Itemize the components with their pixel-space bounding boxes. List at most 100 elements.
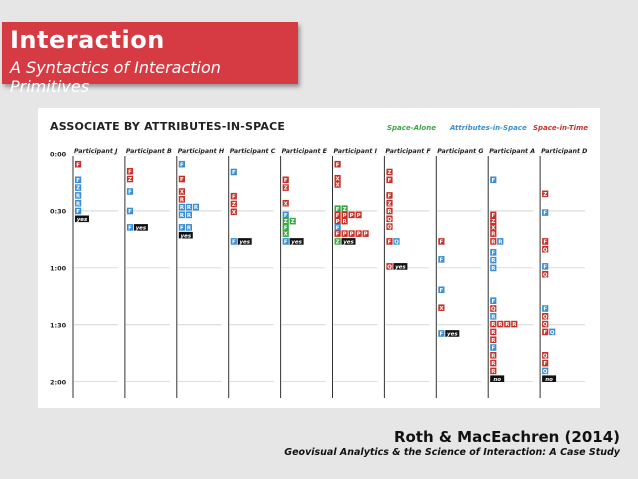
event-mark [542, 305, 549, 312]
event-mark [230, 168, 237, 176]
event-label: X [232, 210, 237, 216]
event-label: F [232, 194, 236, 200]
event-label: R [498, 322, 503, 328]
event-label: R [187, 205, 192, 211]
event-label: P [336, 219, 340, 225]
event-mark [75, 207, 82, 215]
event-mark [438, 304, 445, 312]
figure-panel: ASSOCIATE BY ATTRIBUTES-IN-SPACE Space-A… [38, 108, 600, 408]
event-label: Z [491, 219, 495, 225]
event-label: R [491, 232, 496, 238]
event-mark [542, 238, 549, 245]
event-label: F [180, 162, 184, 168]
event-label: F [440, 257, 444, 263]
event-label: Q [543, 353, 548, 359]
event-label: R [491, 240, 496, 246]
event-mark [289, 217, 296, 225]
title-banner: Interaction A Syntactics of Interaction … [2, 22, 298, 96]
event-mark [126, 224, 134, 231]
event-label: R [180, 197, 185, 203]
event-mark [178, 203, 185, 211]
event-mark [334, 230, 341, 237]
participant-header: Participant D [541, 147, 587, 155]
event-label: Z [284, 219, 288, 225]
event-label: R [512, 322, 517, 328]
event-mark [542, 245, 549, 253]
event-mark [438, 256, 445, 263]
event-mark [542, 313, 549, 320]
event-mark [386, 263, 393, 270]
event-mark [282, 238, 289, 245]
event-label: Z [543, 192, 547, 198]
outcome-label: yes [395, 264, 406, 270]
event-mark [542, 209, 549, 216]
event-label: F [491, 213, 495, 219]
event-label: Q [543, 369, 548, 375]
event-label: F [543, 240, 547, 246]
event-label: R [180, 205, 185, 211]
event-label: R [76, 194, 81, 200]
event-label: F [336, 213, 340, 219]
event-label: Q [387, 225, 392, 231]
event-label: R [505, 322, 510, 328]
event-label: Z [291, 219, 295, 225]
event-mark [490, 352, 497, 359]
event-label: F [440, 240, 444, 246]
event-label: Z [232, 202, 236, 208]
event-label: F [491, 346, 495, 352]
event-mark [355, 211, 362, 219]
event-label: F [543, 264, 547, 270]
outcome-mark [341, 238, 356, 245]
event-label: Q [394, 240, 399, 246]
event-mark [75, 160, 82, 168]
event-mark [386, 238, 393, 245]
event-label: R [491, 258, 496, 264]
event-mark [178, 196, 185, 203]
event-label: R [194, 205, 199, 211]
event-mark [282, 184, 289, 191]
event-mark [542, 352, 549, 359]
event-mark [490, 217, 497, 225]
event-label: Z [336, 240, 340, 246]
event-mark [334, 224, 341, 231]
event-label: F [76, 178, 80, 184]
event-label: R [76, 201, 81, 207]
event-mark [282, 199, 289, 207]
event-mark [490, 367, 497, 375]
event-label: P [343, 213, 347, 219]
outcome-label: yes [239, 240, 250, 246]
event-label: X [336, 176, 341, 182]
event-label: R [491, 353, 496, 359]
participant-header: Participant G [437, 147, 483, 155]
event-label: Z [343, 207, 347, 213]
participant-header: Participant J [74, 147, 118, 155]
event-label: P [350, 213, 354, 219]
event-label: R [491, 322, 496, 328]
outcome-label: yes [291, 240, 302, 246]
event-mark [490, 176, 497, 184]
event-mark [542, 320, 549, 328]
event-label: R [180, 213, 185, 219]
legend-attributes-in-space: Attributes-in-Space [450, 124, 527, 132]
event-label: R [491, 330, 496, 336]
event-mark [438, 238, 445, 245]
slide-title: Interaction [10, 26, 165, 54]
event-label: F [284, 213, 288, 219]
event-label: F [76, 209, 80, 215]
outcome-label: yes [136, 225, 147, 231]
event-mark [185, 203, 192, 211]
event-label: R [491, 314, 496, 320]
event-mark [230, 208, 237, 216]
event-label: X [439, 306, 444, 312]
event-mark [282, 211, 289, 219]
event-mark [230, 200, 237, 208]
event-mark [490, 230, 497, 237]
event-mark [490, 238, 497, 245]
event-mark [334, 160, 341, 168]
event-mark [542, 263, 549, 270]
participant-header: Participant C [230, 147, 276, 155]
event-label: P [357, 232, 361, 238]
event-mark [386, 192, 393, 199]
event-label: F [336, 162, 340, 168]
event-label: F [128, 169, 132, 175]
